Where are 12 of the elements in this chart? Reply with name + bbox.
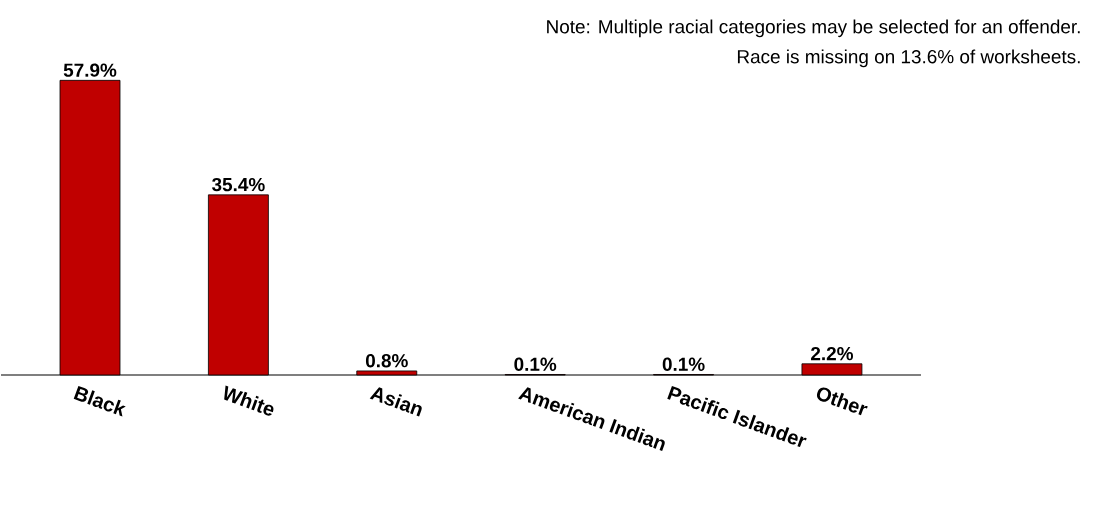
x-tick-label: Asian bbox=[369, 387, 422, 417]
data-label: 57.9% bbox=[63, 63, 117, 77]
x-tick-label: Black bbox=[73, 385, 126, 417]
x-tick-label: White bbox=[224, 385, 274, 416]
data-label: 0.8% bbox=[365, 354, 408, 368]
text: Note: Multiple racial categories may be selected for an offender. bbox=[547, 19, 1080, 38]
data-label: 35.4% bbox=[211, 177, 265, 192]
x-tick-label: Other bbox=[816, 387, 868, 416]
data-label: 0.1% bbox=[662, 357, 705, 371]
data-label: 2.2% bbox=[811, 346, 854, 361]
data-label: 0.1% bbox=[514, 357, 557, 371]
text: Race is missing on 13.6% of worksheets. bbox=[737, 49, 1080, 68]
